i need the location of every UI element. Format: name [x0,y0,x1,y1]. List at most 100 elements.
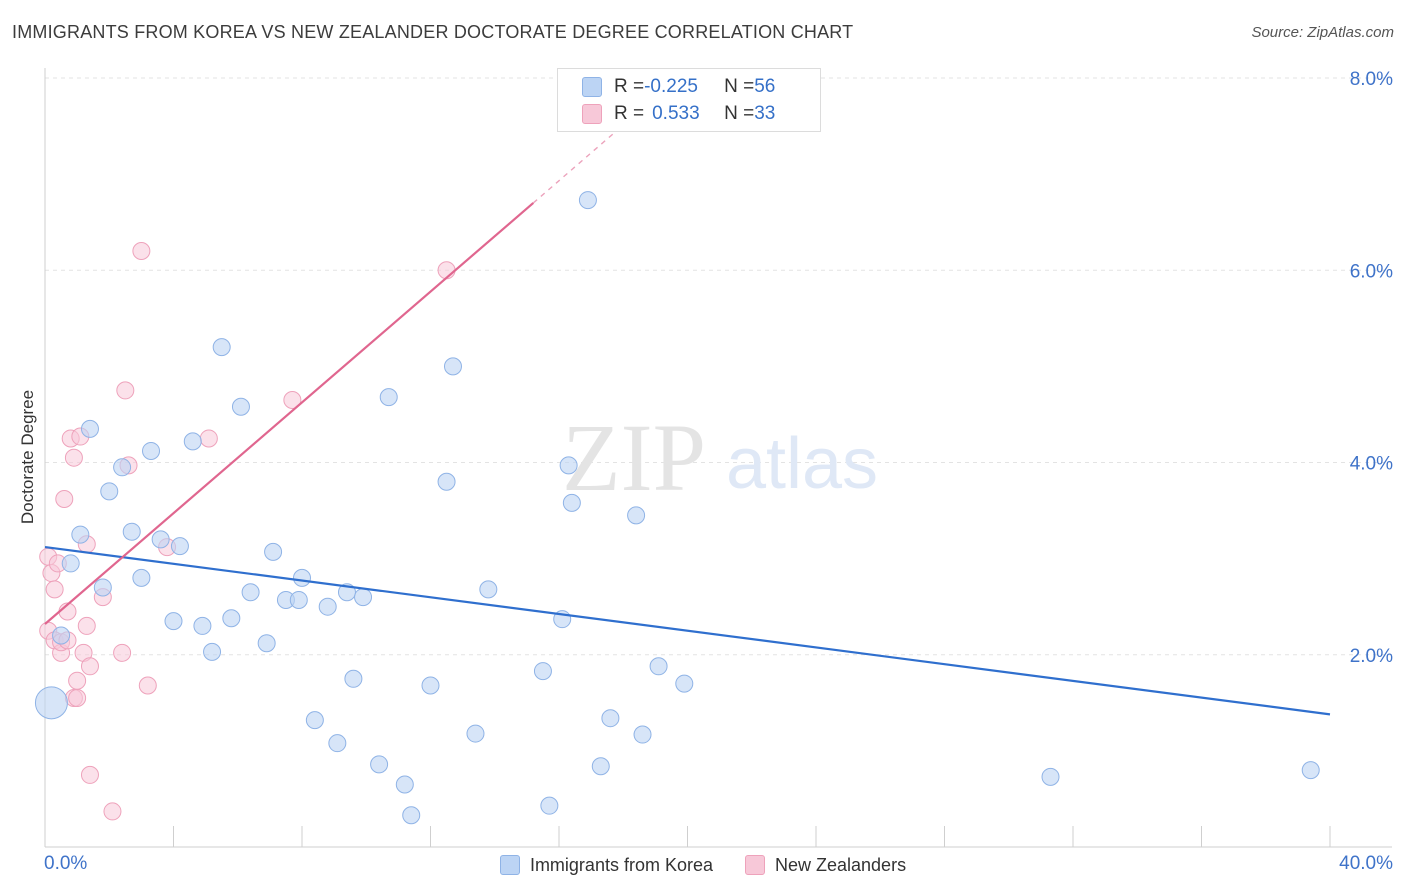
pink-point-15 [68,689,87,708]
blue-point-34 [395,775,414,794]
blue-point-6 [100,482,119,501]
x-tick-label-min: 0.0% [44,853,87,874]
blue-series [34,102,1320,825]
pink-trend-line [44,202,535,625]
pink-r-value: 0.533 [652,103,700,124]
blue-point-3 [71,525,90,544]
legend: Immigrants from Korea New Zealanders [0,852,1406,878]
y-tick-label-1: 4.0% [1350,454,1393,475]
blue-point-46 [578,191,597,210]
watermark-atlas: atlas [726,424,878,504]
blue-point-28 [328,734,347,753]
blue-swatch [582,77,602,97]
blue-point-17 [212,338,231,357]
blue-point-14 [183,432,202,451]
blue-point-4 [80,419,99,438]
blue-point-36 [421,676,440,695]
pink-point-32 [437,261,456,280]
blue-point-27 [318,597,337,616]
blue-point-12 [164,612,183,631]
y-tick-label-0: 2.0% [1350,646,1393,667]
blue-point-45 [562,493,581,512]
blue-n-value: 56 [754,76,776,97]
chart-title: IMMIGRANTS FROM KOREA VS NEW ZEALANDER D… [12,22,854,42]
blue-point-2 [61,554,80,573]
blue-point-51 [649,657,668,676]
blue-point-52 [675,674,694,693]
blue-point-30 [344,669,363,688]
y-tick-label-3: 8.0% [1350,69,1393,90]
pink-point-19 [77,616,96,635]
blue-point-19 [231,397,250,416]
blue-point-49 [627,506,646,525]
legend-item-korea[interactable]: Immigrants from Korea [499,854,713,876]
x-tick-label-max: 40.0% [1339,853,1393,874]
blue-point-24 [289,590,308,609]
pink-point-4 [45,580,64,599]
pink-point-8 [55,490,74,509]
stats-box: R = -0.225 N = 56 R = 0.533 N = 33 [557,68,821,132]
blue-point-13 [170,537,189,556]
blue-point-8 [122,522,141,541]
blue-point-48 [601,709,620,728]
blue-point-5 [93,578,112,597]
blue-point-18 [222,609,241,628]
legend-blue-swatch [499,855,520,875]
pink-r-label: R = [614,103,645,124]
blue-point-10 [142,441,161,460]
blue-point-33 [379,388,398,407]
axes [44,68,1392,848]
blue-point-20 [241,583,260,602]
pink-point-27 [132,242,151,261]
blue-point-40 [479,580,498,599]
blue-point-42 [540,796,559,815]
blue-n-label: N = [724,76,755,97]
pink-point-28 [138,676,157,695]
legend-blue-label: Immigrants from Korea [529,854,713,875]
pink-n-value: 33 [754,103,776,124]
blue-point-15 [193,616,212,635]
tick-labels: 2.0% 4.0% 6.0% 8.0% 0.0% 40.0% [44,69,1393,874]
stats-row-blue: R = -0.225 N = 56 [582,74,775,100]
legend-item-new-zealanders[interactable]: New Zealanders [745,855,906,876]
pink-point-23 [103,802,122,821]
source-label: Source: ZipAtlas.com [1251,24,1394,41]
blue-point-26 [305,711,324,730]
blue-r-value: -0.225 [644,76,698,97]
blue-point-53 [1041,767,1060,786]
pink-point-30 [199,429,218,448]
blue-r-label: R = [614,76,645,97]
gridlines [45,77,1392,656]
blue-point-22 [264,542,283,561]
pink-point-20 [80,657,99,676]
pink-point-14 [68,671,87,690]
blue-point-11 [151,530,170,549]
legend-pink-label: New Zealanders [775,854,907,875]
watermark-zip: ZIP [562,404,706,511]
blue-point-37 [437,472,456,491]
blue-point-32 [370,755,389,774]
pink-swatch [582,104,602,124]
legend-pink-swatch [745,855,765,875]
pink-point-12 [64,448,83,467]
blue-point-38 [443,357,462,376]
blue-point-41 [533,662,552,681]
blue-point-35 [402,806,421,825]
blue-point-0 [34,686,68,720]
y-tick-label-2: 6.0% [1350,261,1393,282]
blue-point-54 [1301,761,1320,780]
blue-point-1 [52,626,71,645]
pink-n-label: N = [724,103,755,124]
pink-point-21 [80,765,99,784]
pink-point-31 [283,391,302,410]
blue-point-7 [113,458,132,477]
blue-point-31 [354,588,373,607]
blue-point-47 [591,757,610,776]
blue-point-44 [559,456,578,475]
blue-point-21 [257,634,276,653]
blue-point-9 [132,568,151,587]
pink-point-24 [113,643,132,662]
blue-point-50 [633,725,652,744]
blue-trend-line [44,545,1331,716]
